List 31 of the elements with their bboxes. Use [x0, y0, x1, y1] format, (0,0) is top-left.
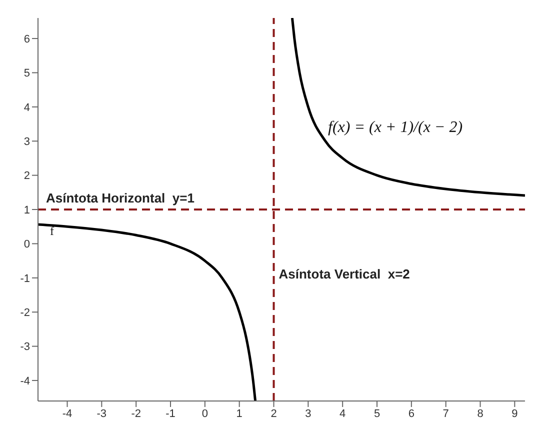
- y-tick-label: 6: [24, 33, 30, 46]
- y-tick-label: -1: [20, 272, 30, 285]
- y-tick-label: 2: [24, 170, 30, 182]
- y-tick-label: -2: [20, 306, 30, 319]
- y-tick-label: 3: [24, 136, 30, 148]
- ref-line-label: Asíntota Horizontal y=1: [46, 190, 194, 206]
- x-tick-label: 0: [202, 408, 208, 420]
- y-tick-label: 5: [24, 68, 30, 80]
- x-tick-label: 6: [408, 408, 414, 420]
- x-tick-label: -1: [166, 408, 176, 420]
- y-tick-label: -3: [20, 341, 30, 354]
- x-tick-label: 7: [442, 408, 449, 420]
- y-tick-label: -4: [20, 375, 30, 388]
- x-tick-label: 8: [477, 408, 484, 420]
- annotation: f: [50, 224, 54, 239]
- x-tick-label: -4: [62, 408, 72, 420]
- x-tick-label: 1: [236, 408, 242, 420]
- x-tick-label: 5: [374, 408, 380, 420]
- ref-line-label: Asíntota Vertical x=2: [278, 266, 410, 282]
- y-tick-label: 1: [24, 204, 30, 216]
- x-tick-label: 3: [305, 408, 312, 420]
- line-series: [290, 18, 525, 197]
- y-tick-label: 4: [24, 102, 30, 114]
- annotation: f(x) = (x + 1)/(x − 2): [328, 119, 463, 137]
- x-tick-label: 4: [340, 408, 346, 420]
- line-series: [38, 223, 257, 401]
- y-tick-label: 0: [24, 238, 30, 251]
- x-tick-label: 9: [512, 408, 518, 420]
- x-tick-label: 2: [270, 408, 277, 420]
- x-tick-label: -2: [131, 408, 141, 420]
- x-tick-label: -3: [96, 408, 107, 420]
